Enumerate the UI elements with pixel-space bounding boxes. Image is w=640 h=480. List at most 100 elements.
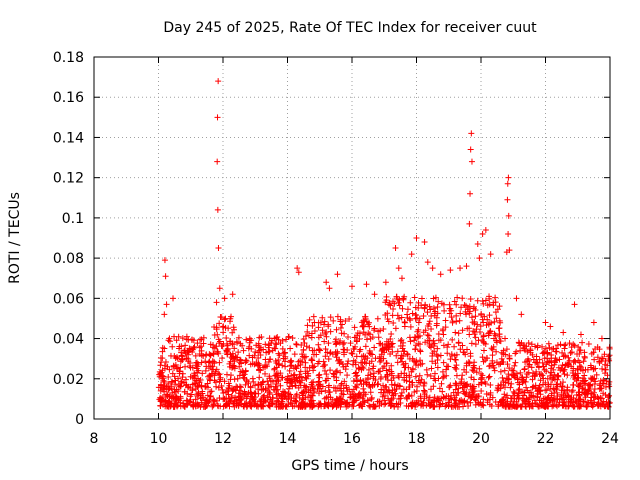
data-point: [396, 315, 403, 322]
data-point: [245, 389, 252, 396]
data-point: [603, 399, 610, 406]
data-point: [543, 361, 550, 368]
data-point: [443, 366, 450, 373]
data-point: [329, 403, 336, 410]
data-point: [166, 335, 173, 342]
data-point: [199, 370, 206, 377]
data-point: [548, 390, 555, 397]
data-point: [344, 388, 351, 395]
data-point: [169, 343, 176, 350]
data-point: [443, 363, 450, 370]
data-point: [542, 345, 549, 352]
data-point: [467, 399, 474, 406]
data-point: [496, 303, 503, 310]
data-point: [500, 358, 507, 365]
data-point-outlier: [424, 259, 431, 266]
data-point-outlier: [334, 271, 341, 278]
data-point: [490, 343, 497, 350]
data-point: [431, 370, 438, 377]
data-point: [327, 314, 334, 321]
data-point: [541, 348, 548, 355]
data-point: [397, 392, 404, 399]
data-point: [580, 398, 587, 405]
data-point: [422, 301, 429, 308]
data-point: [435, 395, 442, 402]
data-point: [251, 382, 258, 389]
data-point: [333, 326, 340, 333]
data-point: [340, 349, 347, 356]
data-point: [317, 319, 324, 326]
data-point-outlier: [392, 245, 399, 252]
data-point-outlier: [163, 301, 170, 308]
data-point: [222, 315, 229, 322]
data-point: [165, 373, 172, 380]
data-point: [457, 380, 464, 387]
data-point: [480, 332, 487, 339]
data-point: [554, 342, 561, 349]
data-point: [204, 398, 211, 405]
data-point: [379, 346, 386, 353]
data-point: [549, 401, 556, 408]
data-point: [398, 314, 405, 321]
data-point: [511, 362, 518, 369]
data-point: [458, 376, 465, 383]
data-point: [185, 383, 192, 390]
data-point: [253, 359, 260, 366]
data-point: [353, 337, 360, 344]
data-point-outlier: [363, 281, 370, 288]
data-point: [461, 366, 468, 373]
data-point: [262, 370, 269, 377]
data-point: [196, 344, 203, 351]
data-point: [366, 402, 373, 409]
data-point: [388, 331, 395, 338]
data-point: [260, 399, 267, 406]
data-point: [589, 375, 596, 382]
data-point: [389, 343, 396, 350]
x-tick-label: 10: [150, 431, 168, 447]
data-point: [249, 360, 256, 367]
data-point: [486, 320, 493, 327]
data-points: [155, 78, 613, 410]
data-point: [157, 387, 164, 394]
data-point: [503, 403, 510, 410]
data-point-outlier: [467, 190, 474, 197]
data-point: [375, 368, 382, 375]
data-point: [575, 344, 582, 351]
data-point: [429, 341, 436, 348]
data-point: [506, 355, 513, 362]
data-point: [406, 392, 413, 399]
data-point: [395, 299, 402, 306]
data-point: [459, 327, 466, 334]
data-point: [390, 319, 397, 326]
y-tick-label: 0.04: [53, 332, 84, 348]
data-point: [375, 334, 382, 341]
data-point: [356, 394, 363, 401]
data-point: [414, 383, 421, 390]
data-point: [389, 340, 396, 347]
data-point: [417, 348, 424, 355]
data-point: [581, 398, 588, 405]
data-point: [211, 345, 218, 352]
data-point: [478, 312, 485, 319]
data-point: [478, 402, 485, 409]
x-tick-label: 12: [214, 431, 232, 447]
data-point: [552, 355, 559, 362]
data-point: [246, 352, 253, 359]
data-point-outlier: [349, 283, 355, 290]
data-point: [206, 376, 213, 383]
data-point: [451, 343, 458, 350]
data-point: [273, 398, 280, 405]
data-point: [570, 365, 577, 372]
data-point: [528, 364, 535, 371]
data-point-outlier: [371, 291, 378, 298]
data-point: [243, 336, 250, 343]
data-point: [336, 395, 343, 402]
data-point: [192, 380, 199, 387]
data-point: [441, 307, 448, 314]
data-point: [171, 373, 178, 380]
data-point: [527, 349, 534, 356]
data-point: [356, 390, 363, 397]
data-point: [347, 340, 354, 347]
data-point: [197, 377, 204, 384]
